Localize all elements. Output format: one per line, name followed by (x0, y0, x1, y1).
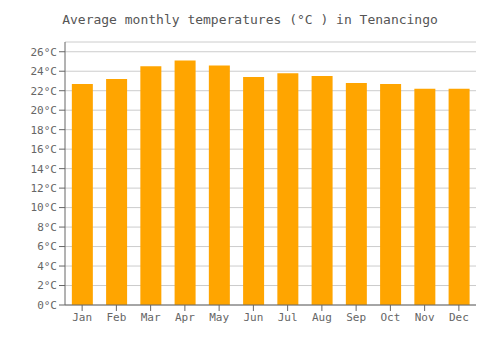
svg-text:Oct: Oct (380, 311, 400, 324)
svg-text:Nov: Nov (415, 311, 435, 324)
svg-text:4°C: 4°C (37, 260, 57, 273)
svg-text:Apr: Apr (175, 311, 195, 324)
svg-text:6°C: 6°C (37, 240, 57, 253)
svg-text:0°C: 0°C (37, 299, 57, 312)
svg-text:22°C: 22°C (31, 85, 58, 98)
svg-text:Jul: Jul (278, 311, 298, 324)
svg-text:Sep: Sep (346, 311, 366, 324)
svg-text:Feb: Feb (106, 311, 126, 324)
svg-text:18°C: 18°C (31, 124, 58, 137)
svg-text:26°C: 26°C (31, 46, 58, 59)
svg-text:14°C: 14°C (31, 163, 58, 176)
svg-text:20°C: 20°C (31, 104, 58, 117)
svg-text:12°C: 12°C (31, 182, 58, 195)
svg-text:24°C: 24°C (31, 65, 58, 78)
svg-text:2°C: 2°C (37, 279, 57, 292)
svg-text:May: May (209, 311, 229, 324)
svg-text:10°C: 10°C (31, 201, 58, 214)
svg-text:Mar: Mar (141, 311, 161, 324)
svg-text:Aug: Aug (312, 311, 332, 324)
html-text:Average monthly temperatures (: Average monthly temperatures (°C ) in Te… (62, 12, 438, 27)
svg-text:Dec: Dec (449, 311, 469, 324)
svg-text:8°C: 8°C (37, 221, 57, 234)
svg-text:16°C: 16°C (31, 143, 58, 156)
svg-text:Jan: Jan (72, 311, 92, 324)
svg-text:Jun: Jun (243, 311, 263, 324)
